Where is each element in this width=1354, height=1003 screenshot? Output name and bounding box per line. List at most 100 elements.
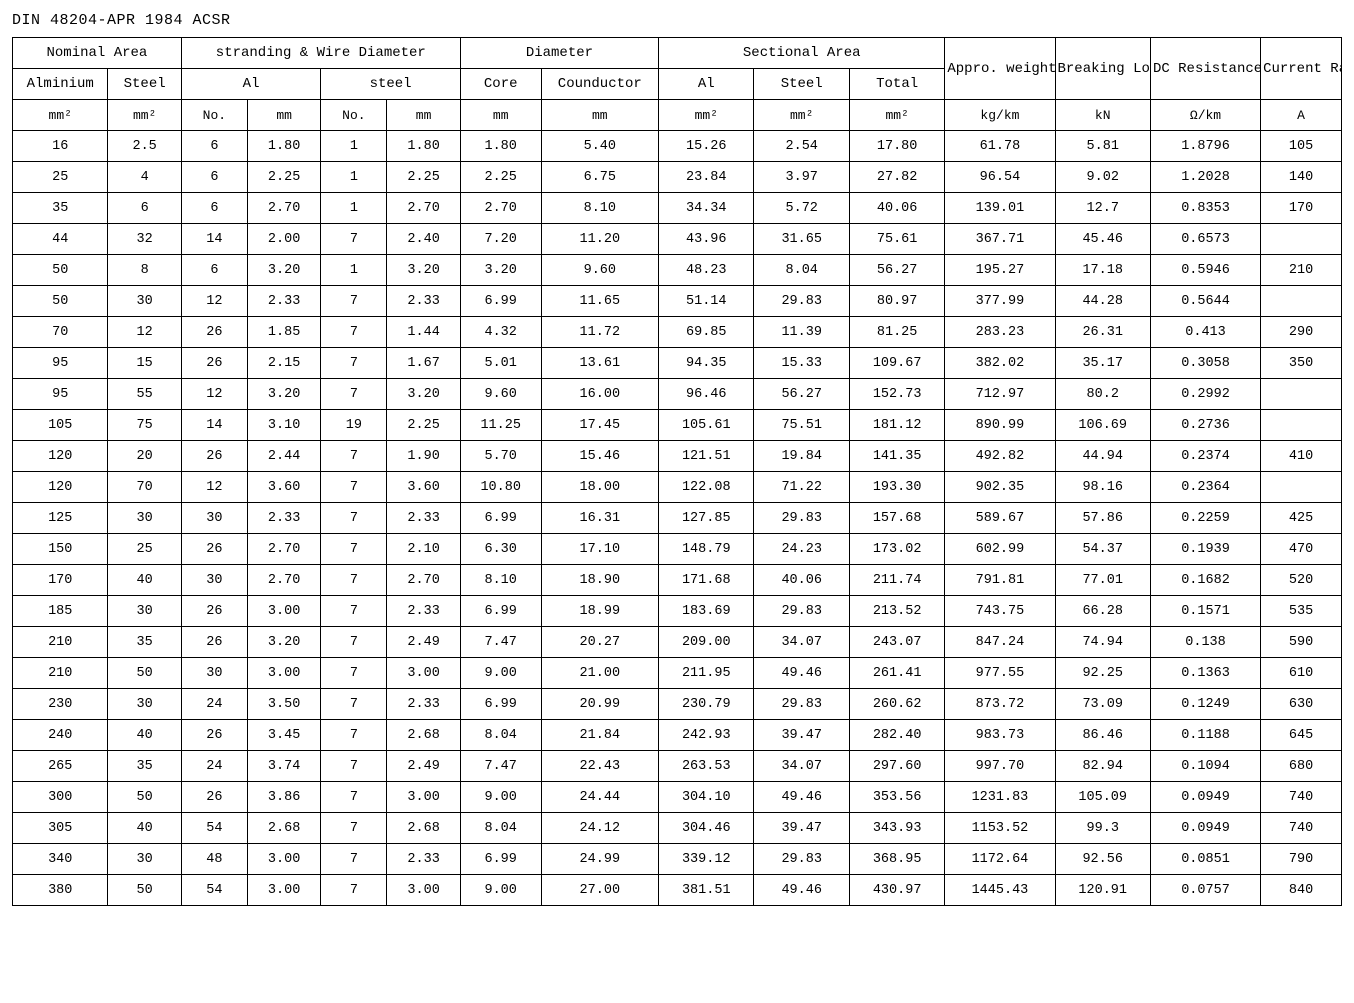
table-cell: 0.0851 bbox=[1150, 844, 1260, 875]
table-cell: 17.80 bbox=[849, 131, 944, 162]
table-cell: 2.70 bbox=[247, 565, 320, 596]
table-cell: 92.25 bbox=[1055, 658, 1150, 689]
table-row: 18530263.0072.336.9918.99183.6929.83213.… bbox=[13, 596, 1342, 627]
table-cell: 50 bbox=[108, 658, 181, 689]
table-cell: 95 bbox=[13, 348, 108, 379]
table-cell: 26 bbox=[181, 348, 247, 379]
table-cell: 171.68 bbox=[659, 565, 754, 596]
table-cell: 7 bbox=[321, 503, 387, 534]
table-cell: 25 bbox=[108, 534, 181, 565]
table-cell: 290 bbox=[1261, 317, 1342, 348]
table-cell: 377.99 bbox=[945, 286, 1055, 317]
table-cell: 350 bbox=[1261, 348, 1342, 379]
table-row: 12530302.3372.336.9916.31127.8529.83157.… bbox=[13, 503, 1342, 534]
table-cell: 49.46 bbox=[754, 875, 849, 906]
table-cell: 12 bbox=[181, 472, 247, 503]
table-cell: 24 bbox=[181, 751, 247, 782]
table-cell: 14 bbox=[181, 224, 247, 255]
table-cell: 343.93 bbox=[849, 813, 944, 844]
table-cell: 1445.43 bbox=[945, 875, 1055, 906]
table-cell: 54 bbox=[181, 813, 247, 844]
table-cell: 26.31 bbox=[1055, 317, 1150, 348]
table-cell: 15.33 bbox=[754, 348, 849, 379]
table-cell: 847.24 bbox=[945, 627, 1055, 658]
table-cell: 0.5946 bbox=[1150, 255, 1260, 286]
table-cell: 39.47 bbox=[754, 813, 849, 844]
table-cell: 0.413 bbox=[1150, 317, 1260, 348]
table-cell: 26 bbox=[181, 720, 247, 751]
table-cell: 0.2374 bbox=[1150, 441, 1260, 472]
table-cell: 40 bbox=[108, 720, 181, 751]
table-cell: 120 bbox=[13, 441, 108, 472]
table-cell: 7 bbox=[321, 782, 387, 813]
table-cell: 75.61 bbox=[849, 224, 944, 255]
table-cell bbox=[1261, 286, 1342, 317]
table-cell: 24 bbox=[181, 689, 247, 720]
table-cell: 3.74 bbox=[247, 751, 320, 782]
table-cell: 127.85 bbox=[659, 503, 754, 534]
table-cell: 602.99 bbox=[945, 534, 1055, 565]
table-cell: 492.82 bbox=[945, 441, 1055, 472]
table-cell: 3.20 bbox=[387, 379, 460, 410]
table-cell: 80.97 bbox=[849, 286, 944, 317]
table-cell: 1 bbox=[321, 193, 387, 224]
table-cell: 105 bbox=[13, 410, 108, 441]
table-cell: 125 bbox=[13, 503, 108, 534]
table-cell: 20.99 bbox=[541, 689, 658, 720]
table-cell: 7 bbox=[321, 317, 387, 348]
document-title: DIN 48204-APR 1984 ACSR bbox=[12, 12, 1342, 29]
table-cell: 470 bbox=[1261, 534, 1342, 565]
table-cell: 96.54 bbox=[945, 162, 1055, 193]
table-cell: 122.08 bbox=[659, 472, 754, 503]
table-cell: 0.1682 bbox=[1150, 565, 1260, 596]
table-cell: 18.99 bbox=[541, 596, 658, 627]
table-cell: 260.62 bbox=[849, 689, 944, 720]
table-cell: 0.1571 bbox=[1150, 596, 1260, 627]
table-cell: 5.40 bbox=[541, 131, 658, 162]
table-cell: 4 bbox=[108, 162, 181, 193]
table-cell: 3.00 bbox=[247, 658, 320, 689]
table-cell: 105 bbox=[1261, 131, 1342, 162]
table-cell: 30 bbox=[108, 503, 181, 534]
table-cell: 11.25 bbox=[460, 410, 541, 441]
table-cell: 2.70 bbox=[387, 193, 460, 224]
table-cell: 2.33 bbox=[247, 503, 320, 534]
table-cell: 740 bbox=[1261, 782, 1342, 813]
table-cell: 25 bbox=[13, 162, 108, 193]
table-row: 38050543.0073.009.0027.00381.5149.46430.… bbox=[13, 875, 1342, 906]
table-cell: 7 bbox=[321, 689, 387, 720]
table-cell: 211.74 bbox=[849, 565, 944, 596]
table-cell: 2.70 bbox=[460, 193, 541, 224]
table-cell: 2.33 bbox=[387, 689, 460, 720]
table-cell: 790 bbox=[1261, 844, 1342, 875]
table-cell: 230 bbox=[13, 689, 108, 720]
unit-mm2: mm² bbox=[13, 100, 108, 131]
table-cell: 10.80 bbox=[460, 472, 541, 503]
table-cell: 35.17 bbox=[1055, 348, 1150, 379]
table-cell: 304.10 bbox=[659, 782, 754, 813]
table-cell: 1.2028 bbox=[1150, 162, 1260, 193]
table-cell: 1 bbox=[321, 131, 387, 162]
table-cell: 873.72 bbox=[945, 689, 1055, 720]
table-cell: 7.20 bbox=[460, 224, 541, 255]
table-cell: 30 bbox=[181, 503, 247, 534]
table-cell: 210 bbox=[13, 658, 108, 689]
table-cell: 7 bbox=[321, 875, 387, 906]
table-cell: 24.99 bbox=[541, 844, 658, 875]
table-cell: 7 bbox=[321, 472, 387, 503]
table-cell: 17.10 bbox=[541, 534, 658, 565]
table-cell: 8 bbox=[108, 255, 181, 286]
table-cell: 680 bbox=[1261, 751, 1342, 782]
table-cell: 630 bbox=[1261, 689, 1342, 720]
table-cell: 17.45 bbox=[541, 410, 658, 441]
col-al2: Al bbox=[659, 69, 754, 100]
table-cell: 71.22 bbox=[754, 472, 849, 503]
table-cell: 29.83 bbox=[754, 503, 849, 534]
table-cell: 26 bbox=[181, 317, 247, 348]
table-cell: 27.82 bbox=[849, 162, 944, 193]
table-cell: 92.56 bbox=[1055, 844, 1150, 875]
table-cell: 261.41 bbox=[849, 658, 944, 689]
unit-mm2e: mm² bbox=[849, 100, 944, 131]
table-cell: 77.01 bbox=[1055, 565, 1150, 596]
table-cell: 0.2364 bbox=[1150, 472, 1260, 503]
